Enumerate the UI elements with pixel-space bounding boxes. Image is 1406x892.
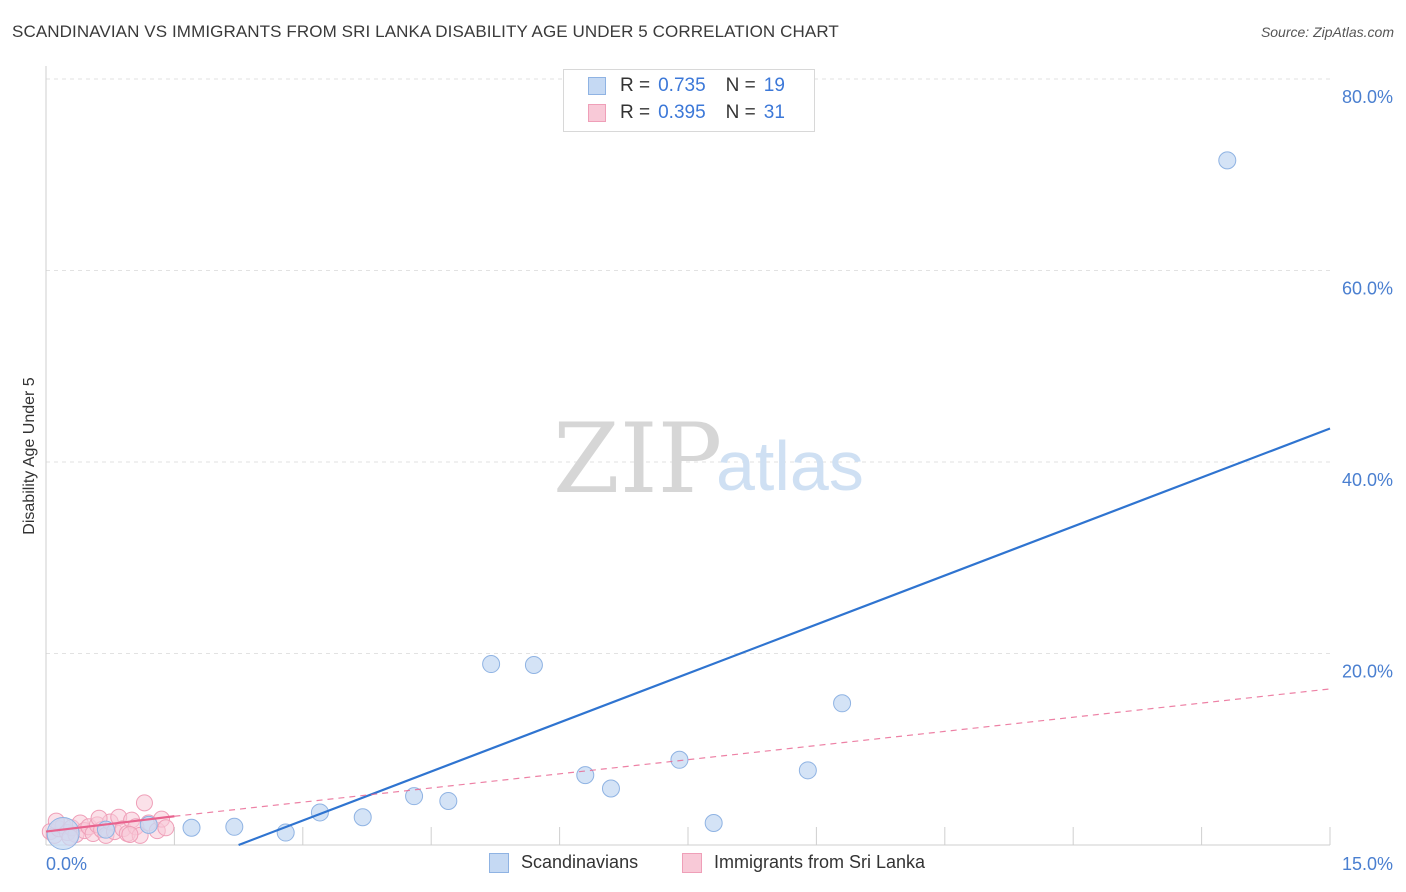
data-point-scandinavian — [1218, 151, 1237, 170]
legend-n-value: 31 — [763, 102, 785, 123]
stats-legend: R = 0.735 N = 19 R = 0.395 N = 31 — [563, 69, 815, 132]
data-point-sri-lanka — [135, 794, 153, 812]
data-point-scandinavian — [576, 766, 595, 785]
data-point-scandinavian — [405, 787, 424, 806]
trend-line-sri-lanka — [45, 815, 175, 833]
trend-lines — [45, 427, 1331, 847]
axes — [45, 66, 1330, 846]
source-label: Source: ZipAtlas.com — [1260, 24, 1394, 40]
watermark: ZIP atlas — [553, 403, 864, 515]
legend-r-value: 0.395 — [658, 102, 706, 123]
y-tick-label: 40.0% — [1342, 470, 1393, 490]
data-point-scandinavian — [182, 818, 201, 837]
legend-r-label: R = — [620, 102, 651, 123]
tick-labels: 20.0% 40.0% 60.0% 80.0% 0.0% 15.0% — [46, 87, 1393, 874]
data-point-scandinavian — [482, 655, 501, 674]
x-tick-label: 15.0% — [1342, 854, 1393, 874]
trend-line-sri-lanka-extended — [174, 688, 1331, 817]
x-tick-label: 0.0% — [46, 854, 87, 874]
legend-swatch-pink — [682, 852, 702, 873]
legend-n-value: 19 — [763, 75, 785, 96]
legend-swatch-blue — [588, 77, 606, 95]
data-point-scandinavian — [704, 813, 723, 832]
data-point-scandinavian — [798, 761, 817, 780]
watermark-atlas: atlas — [716, 427, 864, 505]
legend-item-scandinavians[interactable]: Scandinavians — [489, 852, 638, 873]
data-point-scandinavian — [833, 694, 852, 713]
legend-n-label: N = — [725, 102, 756, 123]
legend-n-label: N = — [725, 75, 756, 96]
data-point-sri-lanka — [157, 819, 175, 837]
y-tick-label: 20.0% — [1342, 662, 1393, 682]
data-point-scandinavian — [46, 817, 80, 851]
data-point-scandinavian — [670, 750, 689, 769]
legend-row-scandinavians: R = 0.735 N = 19 — [588, 74, 785, 98]
data-point-scandinavian — [601, 779, 620, 798]
legend-item-sri-lanka[interactable]: Immigrants from Sri Lanka — [682, 852, 925, 873]
legend-swatch-pink — [588, 104, 606, 122]
y-tick-label: 80.0% — [1342, 87, 1393, 107]
chart-title: SCANDINAVIAN VS IMMIGRANTS FROM SRI LANK… — [12, 22, 839, 41]
legend-row-sri-lanka: R = 0.395 N = 31 — [588, 101, 785, 125]
trend-line-scandinavians — [238, 427, 1331, 847]
legend-r-value: 0.735 — [658, 75, 706, 96]
legend-label-sri-lanka: Immigrants from Sri Lanka — [714, 852, 926, 872]
legend-r-label: R = — [620, 75, 651, 96]
scandinavian-points — [46, 151, 1237, 851]
data-point-scandinavian — [353, 808, 372, 827]
data-point-scandinavian — [524, 655, 543, 674]
data-point-scandinavian — [439, 791, 458, 810]
watermark-zip: ZIP — [553, 403, 722, 515]
y-tick-label: 60.0% — [1342, 279, 1393, 299]
legend-label-scandinavians: Scandinavians — [521, 852, 639, 872]
y-axis-label: Disability Age Under 5 — [21, 377, 38, 535]
data-point-scandinavian — [225, 817, 244, 836]
legend-swatch-blue — [489, 852, 509, 873]
data-point-sri-lanka — [121, 825, 139, 843]
